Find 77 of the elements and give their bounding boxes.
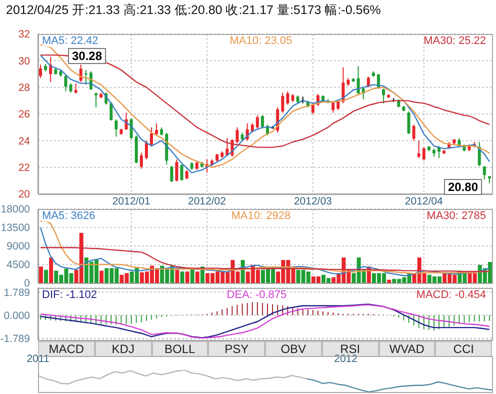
bar [175, 270, 180, 283]
text: KDJ [94, 341, 152, 357]
text: OBV [265, 341, 322, 357]
y-tick-label: 9000 [6, 240, 30, 253]
text: RSI [322, 341, 378, 357]
bar [387, 280, 392, 283]
y-tick-label: 13500 [0, 222, 30, 234]
candlestick [195, 160, 198, 170]
series-label: MACD: -0.454 [416, 289, 486, 301]
candlestick [140, 152, 143, 170]
candlestick [175, 158, 178, 182]
y-tick-label: -1.789 [0, 333, 30, 346]
text: MA10: 23.05 [230, 35, 292, 47]
bar [44, 270, 48, 283]
candlestick [236, 126, 239, 144]
candlestick [422, 146, 426, 162]
candlestick [180, 164, 184, 182]
candlestick [84, 70, 88, 86]
candlestick [281, 92, 284, 114]
text: CCI [435, 341, 492, 357]
bar [39, 266, 43, 283]
x-tick-label: 2012/01 [112, 195, 150, 208]
series-label: DIF: -1.102 [42, 289, 98, 301]
bar [185, 271, 190, 283]
y-tick-label: 26 [18, 108, 30, 121]
text: MA30: 25.22 [424, 35, 486, 47]
text: BOLL [152, 341, 208, 357]
candlestick [250, 122, 254, 134]
bar [180, 271, 184, 283]
candlestick [110, 102, 113, 122]
bar [49, 258, 54, 283]
candlestick [407, 110, 410, 134]
x-tick-label: 2012/04 [404, 195, 444, 208]
candlestick [74, 82, 78, 94]
candlestick [170, 166, 174, 182]
y-tick-label: 22 [18, 162, 30, 174]
candlestick [150, 126, 153, 146]
candlestick [69, 82, 72, 94]
x-tick-label: 2012/03 [294, 195, 332, 208]
y-tick-label: 28 [18, 82, 30, 94]
chart-title: 2012/04/25 开:21.33 高:21.33 低:20.80 收:21.17 量:5173 幅:-0.56% [6, 2, 381, 19]
candlestick [482, 166, 486, 180]
annotation: 30.28 [68, 48, 106, 64]
candlestick [94, 92, 98, 108]
candlestick [64, 74, 68, 92]
candlestick [260, 114, 264, 130]
y-tick-label: 18000 [0, 204, 30, 216]
candlestick [256, 114, 259, 130]
series-label: MA5: 22.42 [42, 35, 98, 47]
bar [195, 271, 200, 283]
candlestick [114, 118, 118, 138]
bar [100, 270, 104, 283]
candlestick [286, 90, 290, 106]
y-tick-label: 32 [18, 28, 30, 41]
y-tick-label: 24 [18, 135, 30, 148]
y-tick-label: 30 [18, 55, 30, 68]
y-tick-label: 0.000 [4, 310, 30, 322]
candlestick [155, 122, 158, 136]
y-tick-label: 20 [18, 188, 30, 201]
text: MACD [38, 341, 95, 357]
text: MA30: 2785 [426, 210, 486, 222]
candlestick [39, 64, 42, 78]
line-series [40, 247, 490, 272]
candlestick [382, 88, 386, 104]
series-label: DEA: -0.875 [226, 289, 287, 301]
text: PSY [208, 341, 265, 357]
candlestick [356, 66, 360, 94]
series-label: MA5: 3626 [42, 210, 96, 222]
candlestick [412, 124, 416, 142]
candlestick [144, 140, 148, 160]
x-tick-label: 2012/02 [188, 195, 226, 208]
annotation: 20.80 [444, 179, 482, 195]
candlestick [185, 170, 188, 180]
text: WVAD [378, 341, 436, 357]
y-tick-label: 4500 [6, 259, 30, 272]
text: MA10: 2928 [231, 210, 291, 222]
candlestick [417, 140, 420, 158]
